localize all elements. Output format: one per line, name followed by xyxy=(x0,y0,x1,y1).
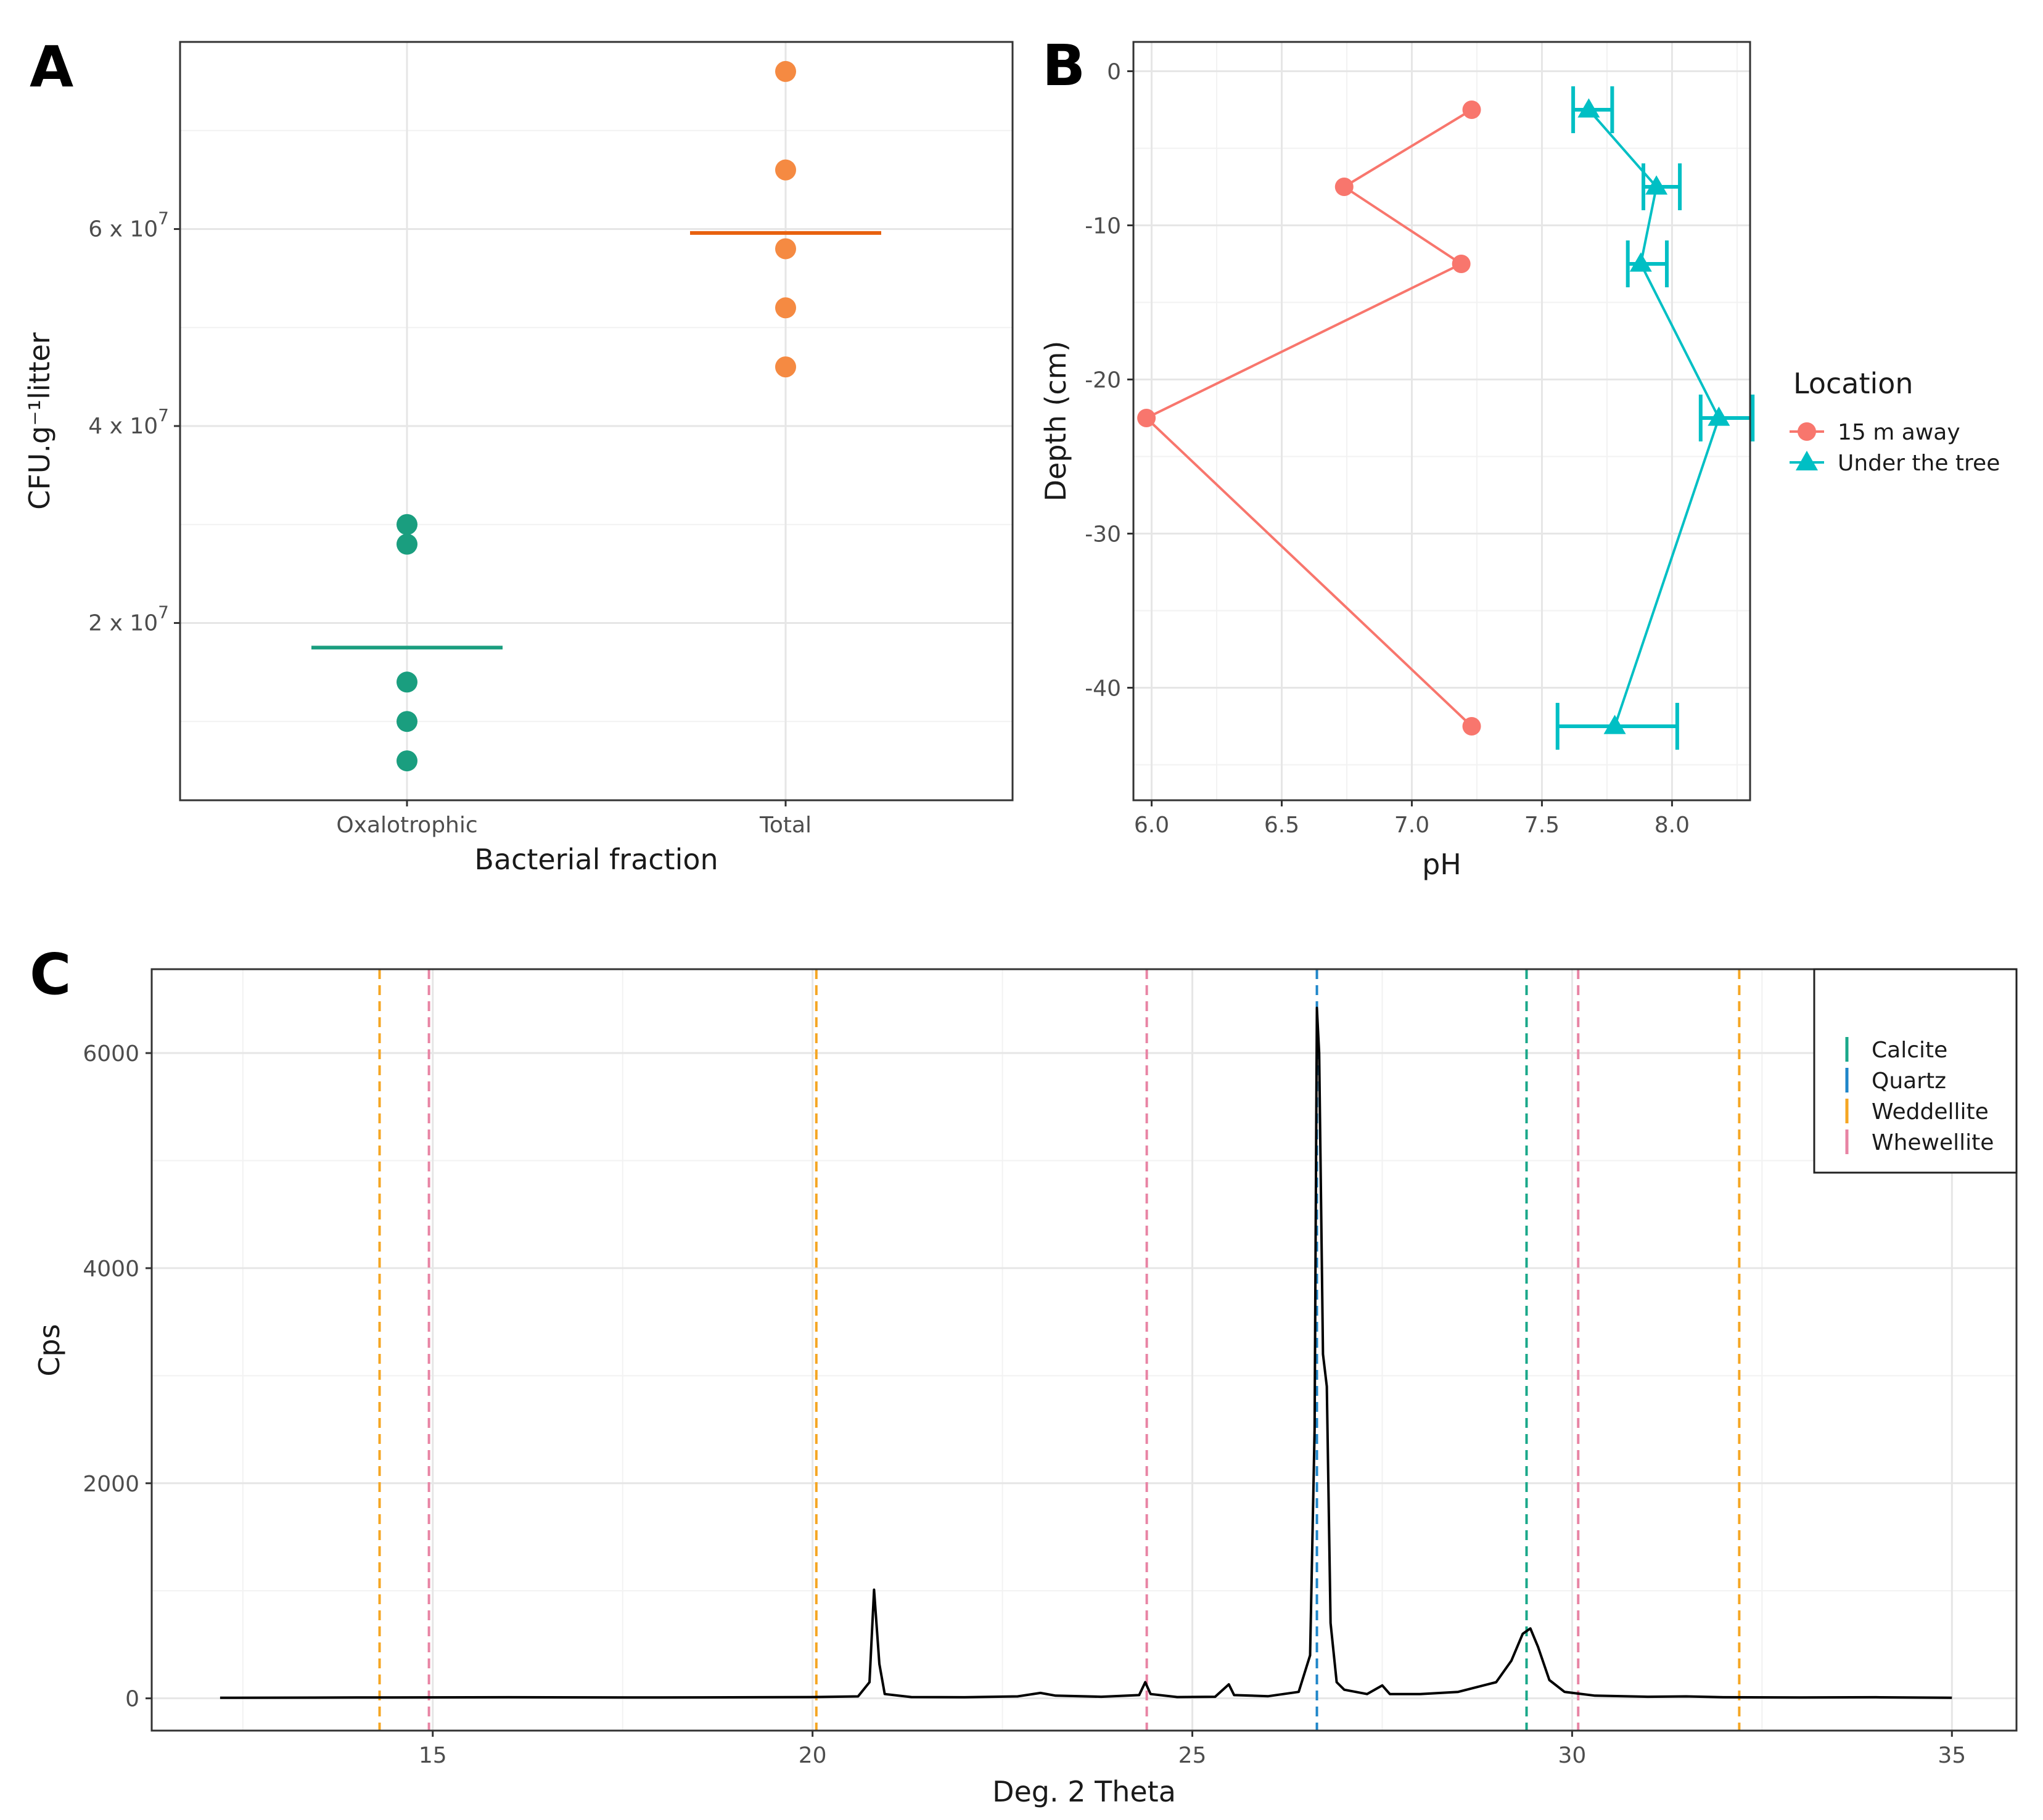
chart-b-y-tick-label: 0 xyxy=(1107,60,1121,85)
panel-letter-a: A xyxy=(30,34,73,100)
chart-b-x-tick-label: 7.0 xyxy=(1394,813,1429,838)
chart-a-point-0-1 xyxy=(397,533,417,555)
chart-b-y-ticks: 0 -10 -20 -30 -40 xyxy=(1085,60,1133,702)
chart-c-frame xyxy=(150,968,2018,1732)
chart-b-x-tick-label: 6.5 xyxy=(1264,813,1299,838)
chart-c: 0 2000 4000 6000 15 20 25 30 35 Deg. 2 Theta Cp… xyxy=(33,968,2018,1808)
chart-b-point-0-1 xyxy=(1334,178,1354,196)
chart-c-marks xyxy=(220,1006,1952,1699)
chart-b-grid xyxy=(1133,42,1750,800)
chart-b-point-0-4 xyxy=(1462,717,1481,736)
chart-b-point-1-3 xyxy=(1708,406,1730,426)
chart-c-y-tick-label: 0 xyxy=(125,1687,139,1712)
panel-letter-b: B xyxy=(1042,33,1085,99)
chart-b-legend-key-0 xyxy=(1798,422,1816,441)
chart-a-y-tick-exponent: 7 xyxy=(158,405,169,425)
chart-b-y-tick-label: -20 xyxy=(1085,368,1121,393)
panel-letter-c: C xyxy=(30,941,72,1007)
chart-a-y-tick-base: 6 x 10 xyxy=(88,217,158,242)
chart-c-grid xyxy=(152,969,2016,1731)
chart-b-legend-key-1 xyxy=(1796,451,1818,470)
chart-a-x-tick-label: Total xyxy=(759,813,812,838)
chart-b-legend: Location 15 m away Under the tree xyxy=(1790,367,2000,476)
chart-a-y-axis-title: CFU.g⁻¹litter xyxy=(23,332,56,510)
chart-c-x-tick-label: 20 xyxy=(799,1743,827,1768)
chart-a-grid xyxy=(180,42,1013,800)
chart-a-y-tick-base: 4 x 10 xyxy=(88,414,158,439)
chart-b-frame xyxy=(1132,41,1751,801)
chart-b-legend-label-1: Under the tree xyxy=(1838,451,2000,476)
chart-b-x-tick-label: 7.5 xyxy=(1524,813,1560,838)
chart-a-x-axis-title: Bacterial fraction xyxy=(474,843,718,876)
chart-a-y-tick-exponent: 7 xyxy=(158,602,169,622)
chart-b-legend-title: Location xyxy=(1793,367,1914,400)
chart-b-series-line-0 xyxy=(1144,109,1473,728)
chart-a-point-0-2 xyxy=(397,671,417,693)
chart-a-x-ticks: Oxalotrophic Total xyxy=(336,800,812,838)
chart-c-x-tick-label: 30 xyxy=(1558,1743,1587,1768)
chart-c-y-axis-title: Cps xyxy=(33,1324,66,1376)
chart-c-x-tick-label: 35 xyxy=(1938,1743,1966,1768)
chart-a-point-1-1 xyxy=(775,159,796,181)
chart-a-point-1-4 xyxy=(775,356,796,378)
chart-a-y-tick-label: 6 x 107 xyxy=(88,208,169,242)
chart-b-point-0-0 xyxy=(1462,100,1481,119)
chart-a-y-tick-label: 4 x 107 xyxy=(88,405,169,439)
chart-c-legend-label-3: Whewellite xyxy=(1872,1130,1994,1155)
chart-b-point-1-2 xyxy=(1629,252,1652,272)
chart-a-marks xyxy=(311,60,881,772)
chart-b-y-tick-label: -10 xyxy=(1085,214,1121,239)
chart-a-point-1-2 xyxy=(775,238,796,260)
chart-c-legend: Calcite Quartz Weddellite Whewellite xyxy=(1813,968,2018,1174)
chart-b-y-tick-label: -40 xyxy=(1085,676,1121,702)
chart-b-point-1-1 xyxy=(1645,175,1668,195)
chart-a-y-tick-exponent: 7 xyxy=(158,208,169,229)
chart-b-point-0-2 xyxy=(1452,255,1471,273)
chart-a-point-1-3 xyxy=(775,297,796,319)
chart-a-point-1-0 xyxy=(775,60,796,82)
chart-c-x-ticks: 15 20 25 30 35 xyxy=(419,1731,1966,1768)
chart-b-point-0-3 xyxy=(1137,409,1156,427)
chart-b-x-tick-label: 6.0 xyxy=(1134,813,1169,838)
chart-b-legend-label-0: 15 m away xyxy=(1838,420,1960,445)
chart-c-x-axis-title: Deg. 2 Theta xyxy=(992,1775,1176,1808)
chart-b-x-tick-label: 8.0 xyxy=(1655,813,1690,838)
chart-c-x-tick-label: 15 xyxy=(419,1743,447,1768)
chart-a-point-0-3 xyxy=(397,711,417,732)
chart-b: 0 -10 -20 -30 -40 6.0 6.5 7.0 7.5 8.0 pH Depth (… xyxy=(1039,41,2000,881)
chart-c-y-tick-label: 2000 xyxy=(83,1472,139,1497)
chart-c-y-tick-label: 6000 xyxy=(83,1041,139,1067)
chart-b-y-tick-label: -30 xyxy=(1085,522,1121,547)
chart-b-point-1-4 xyxy=(1603,715,1626,734)
chart-b-point-1-0 xyxy=(1577,98,1600,118)
chart-a-y-tick-base: 2 x 10 xyxy=(88,610,158,636)
chart-c-legend-label-1: Quartz xyxy=(1872,1068,1946,1094)
chart-a-x-tick-label: Oxalotrophic xyxy=(336,813,477,838)
chart-b-x-axis-title: pH xyxy=(1422,848,1461,881)
chart-b-x-ticks: 6.0 6.5 7.0 7.5 8.0 xyxy=(1134,800,1690,838)
chart-a-frame xyxy=(179,41,1014,801)
chart-c-x-tick-label: 25 xyxy=(1178,1743,1207,1768)
chart-c-diffractogram-line xyxy=(220,1006,1952,1699)
chart-a-point-0-0 xyxy=(397,514,417,535)
chart-c-legend-label-2: Weddellite xyxy=(1872,1099,1989,1125)
chart-b-marks xyxy=(1137,86,1755,750)
chart-a-y-tick-label: 2 x 107 xyxy=(88,602,169,636)
chart-a-point-0-4 xyxy=(397,750,417,772)
chart-c-reference-lines xyxy=(378,969,1741,1731)
chart-b-y-axis-title: Depth (cm) xyxy=(1039,341,1072,502)
chart-c-legend-label-0: Calcite xyxy=(1872,1038,1947,1063)
chart-c-y-ticks: 0 2000 4000 6000 xyxy=(83,1041,152,1712)
chart-c-y-tick-label: 4000 xyxy=(83,1256,139,1282)
